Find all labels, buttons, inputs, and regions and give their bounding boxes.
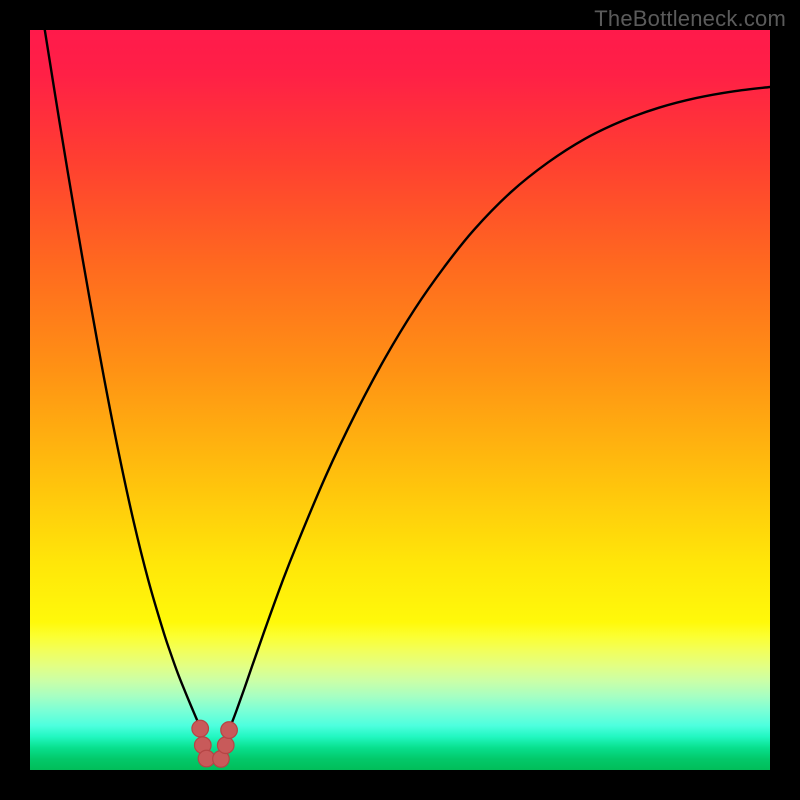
watermark-text: TheBottleneck.com bbox=[594, 6, 786, 32]
data-marker bbox=[221, 722, 238, 739]
plot-background bbox=[30, 30, 770, 770]
data-marker bbox=[192, 720, 209, 737]
plot-svg bbox=[30, 30, 770, 770]
chart-root: TheBottleneck.com bbox=[0, 0, 800, 800]
data-marker bbox=[217, 737, 234, 754]
plot-area bbox=[30, 30, 770, 770]
